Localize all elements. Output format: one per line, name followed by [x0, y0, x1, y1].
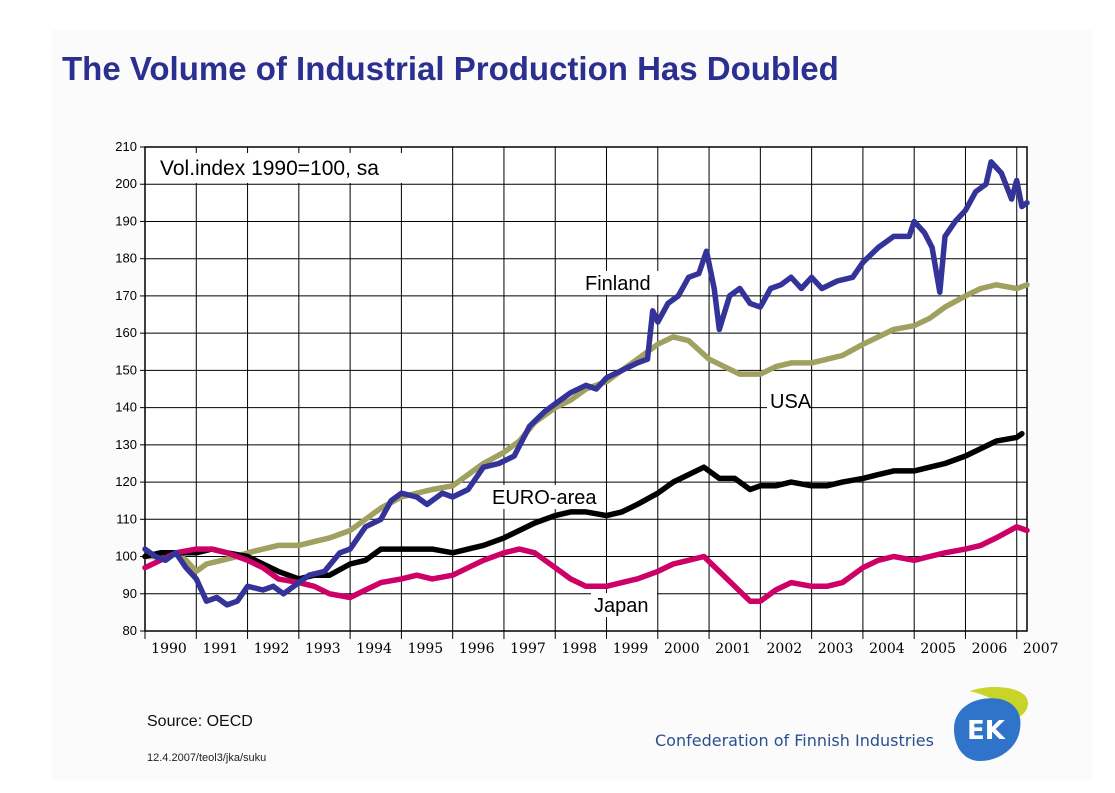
- y-tick-label: 120: [115, 474, 137, 489]
- y-tick-label: 100: [115, 549, 137, 564]
- x-tick-label: 1999: [613, 641, 649, 657]
- x-tick-label: 2002: [767, 641, 803, 657]
- series-label-background: [582, 271, 672, 295]
- x-tick-label: 1997: [510, 641, 546, 657]
- series-label-background: [767, 389, 809, 413]
- y-tick-label: 90: [123, 586, 137, 601]
- series-label-background: [591, 593, 657, 617]
- source-note: Source: OECD: [147, 713, 253, 730]
- x-tick-label: 2006: [972, 641, 1008, 657]
- y-tick-label: 140: [115, 400, 137, 415]
- y-tick-label: 180: [115, 251, 137, 266]
- y-tick-label: 160: [115, 325, 137, 340]
- series-label-japan: Japan: [594, 595, 649, 617]
- slide-title: The Volume of Industrial Production Has …: [62, 50, 839, 87]
- x-tick-label: 1996: [459, 641, 495, 657]
- y-tick-label: 130: [115, 437, 137, 452]
- x-tick-label: 1994: [356, 641, 392, 657]
- series-label-euro-area: EURO-area: [492, 487, 597, 509]
- svg-text:EK: EK: [967, 716, 1006, 746]
- y-tick-label: 150: [115, 362, 137, 377]
- x-tick-label: 2004: [869, 641, 905, 657]
- x-tick-label: 1991: [202, 641, 238, 657]
- y-tick-label: 110: [116, 511, 137, 526]
- y-tick-label: 210: [115, 139, 137, 154]
- series-label-finland: Finland: [585, 273, 651, 295]
- series-line-finland: [142, 159, 1030, 608]
- series-line-usa: [142, 282, 1030, 575]
- y-tick-label: 170: [115, 288, 137, 303]
- x-tick-label: 2001: [715, 641, 751, 657]
- series-line-euro-area: [142, 430, 1025, 582]
- x-tick-label: 2000: [664, 641, 700, 657]
- x-tick-label: 1992: [254, 641, 290, 657]
- x-tick-label: 1998: [561, 641, 597, 657]
- y-tick-label: 190: [115, 213, 137, 228]
- y-tick-label: 80: [123, 623, 137, 638]
- series-label-usa: USA: [770, 391, 812, 413]
- organization-name: Confederation of Finnish Industries: [655, 731, 934, 750]
- plot-frame: [144, 146, 1028, 632]
- y-tick-label: 200: [115, 176, 137, 191]
- annotation-background: [152, 153, 427, 183]
- x-tick-label: 2003: [818, 641, 854, 657]
- index-annotation: Vol.index 1990=100, sa: [160, 157, 379, 180]
- x-tick-label: 1995: [408, 641, 444, 657]
- series-label-background: [489, 485, 603, 509]
- x-tick-label: 1990: [151, 641, 187, 657]
- x-tick-label: 1993: [305, 641, 341, 657]
- x-tick-label: 2007: [1023, 641, 1059, 657]
- ek-logo: EK: [954, 687, 1028, 761]
- x-tick-label: 2005: [920, 641, 956, 657]
- reference-code: 12.4.2007/teol3/jka/suku: [147, 752, 267, 764]
